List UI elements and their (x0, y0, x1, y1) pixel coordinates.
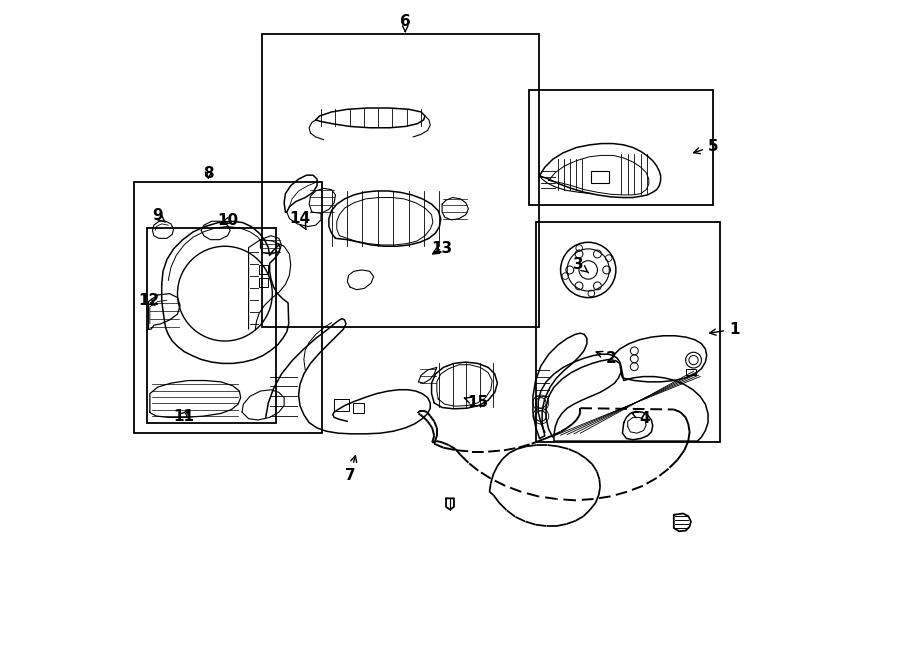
Text: 6: 6 (400, 14, 410, 28)
Text: 7: 7 (345, 456, 356, 483)
Text: 4: 4 (632, 410, 650, 426)
Text: 15: 15 (464, 395, 489, 410)
Text: 10: 10 (218, 213, 238, 228)
Text: 13: 13 (431, 241, 453, 256)
Bar (263, 34, 539, 327)
Bar (259, 264, 268, 274)
Bar (334, 399, 348, 410)
Text: 2: 2 (596, 350, 617, 366)
Bar (148, 229, 275, 422)
Bar (591, 171, 609, 183)
Text: 3: 3 (573, 257, 589, 273)
Bar (686, 369, 697, 375)
Text: 11: 11 (173, 408, 194, 424)
Text: 12: 12 (138, 293, 159, 309)
Text: 8: 8 (203, 167, 213, 181)
Bar (536, 222, 720, 442)
Text: 14: 14 (290, 211, 310, 229)
Text: 9: 9 (152, 208, 166, 223)
Text: 1: 1 (710, 322, 740, 336)
Bar (259, 278, 268, 287)
Bar (134, 182, 321, 432)
Text: 5: 5 (694, 139, 718, 154)
Bar (353, 403, 364, 413)
Bar (529, 91, 714, 206)
